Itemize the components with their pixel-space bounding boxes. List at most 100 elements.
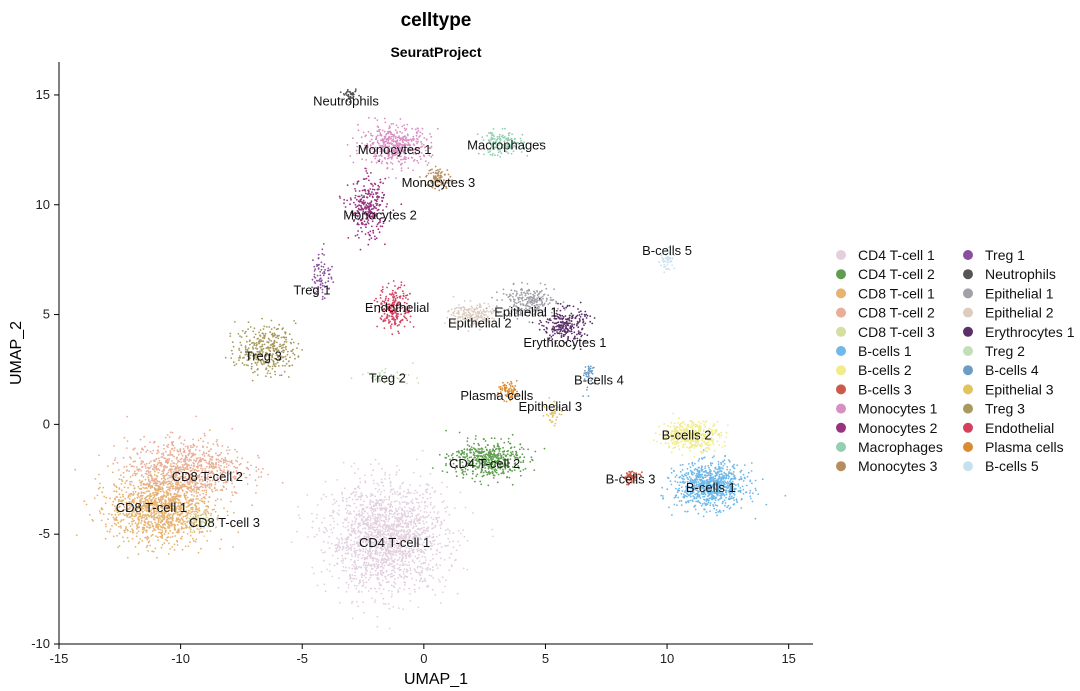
- data-point: [171, 443, 174, 446]
- data-point: [197, 491, 200, 494]
- data-point: [419, 510, 422, 512]
- data-point: [380, 519, 383, 522]
- data-point: [189, 459, 192, 462]
- data-point: [236, 450, 238, 453]
- data-point: [470, 456, 472, 458]
- data-point: [411, 551, 414, 554]
- data-point: [717, 499, 720, 501]
- data-point: [683, 478, 685, 480]
- data-point: [361, 494, 364, 496]
- data-point: [462, 456, 464, 458]
- data-point: [359, 514, 361, 516]
- data-point: [216, 439, 219, 441]
- data-point: [122, 540, 125, 543]
- data-point: [448, 569, 451, 572]
- data-point: [484, 455, 487, 458]
- data-point: [387, 527, 390, 530]
- data-point: [215, 452, 217, 455]
- data-point: [418, 484, 421, 487]
- data-point: [364, 520, 366, 522]
- data-point: [164, 523, 167, 526]
- data-point: [417, 571, 420, 574]
- data-point: [326, 530, 328, 532]
- data-point: [499, 457, 502, 460]
- data-point: [110, 513, 113, 516]
- data-point: [183, 451, 186, 453]
- data-point: [384, 478, 386, 480]
- data-point: [108, 530, 111, 533]
- data-point: [429, 501, 432, 504]
- data-point: [395, 554, 398, 557]
- data-point: [351, 498, 354, 501]
- data-point: [416, 545, 419, 548]
- data-point: [150, 465, 153, 467]
- data-point: [140, 463, 142, 465]
- data-point: [126, 415, 129, 418]
- data-point: [347, 548, 350, 551]
- data-point: [456, 466, 459, 469]
- data-point: [359, 524, 362, 527]
- data-point: [457, 529, 460, 532]
- data-point: [385, 542, 388, 544]
- data-point: [419, 578, 422, 581]
- data-point: [381, 526, 384, 528]
- data-point: [456, 454, 458, 457]
- data-point: [395, 542, 398, 545]
- data-point: [457, 540, 460, 543]
- data-point: [196, 528, 199, 530]
- data-point: [400, 530, 403, 533]
- data-point: [178, 495, 180, 498]
- data-point: [369, 507, 371, 510]
- data-point: [409, 593, 411, 595]
- data-point: [204, 497, 207, 500]
- data-point: [419, 494, 421, 497]
- data-point: [388, 530, 390, 533]
- data-point: [409, 552, 411, 555]
- data-point: [439, 524, 442, 527]
- data-point: [405, 501, 408, 504]
- data-point: [369, 571, 372, 573]
- data-point: [348, 504, 350, 507]
- data-point: [148, 462, 151, 465]
- data-point: [200, 485, 203, 488]
- data-point: [406, 544, 409, 547]
- data-point: [418, 519, 420, 522]
- data-point: [159, 525, 162, 527]
- data-point: [122, 518, 125, 521]
- data-point: [348, 567, 350, 569]
- data-point: [113, 518, 116, 520]
- data-point: [179, 494, 182, 497]
- data-point: [509, 458, 512, 461]
- data-point: [318, 529, 321, 532]
- data-point: [126, 440, 129, 442]
- data-point: [187, 454, 190, 457]
- data-point: [361, 574, 364, 577]
- data-point: [193, 463, 196, 465]
- data-point: [415, 515, 418, 518]
- data-point: [164, 474, 167, 477]
- data-point: [391, 543, 394, 546]
- data-point: [142, 448, 145, 451]
- data-point: [172, 517, 174, 520]
- data-point: [137, 553, 140, 556]
- data-point: [134, 546, 137, 548]
- data-point: [522, 469, 525, 471]
- data-point: [417, 513, 419, 516]
- data-point: [203, 510, 206, 513]
- data-point: [394, 582, 397, 585]
- data-point: [384, 603, 387, 606]
- data-point: [144, 518, 147, 520]
- data-point: [497, 462, 499, 465]
- data-point: [171, 502, 174, 505]
- data-point: [222, 462, 225, 464]
- data-point: [146, 535, 149, 538]
- data-point: [187, 446, 189, 449]
- data-point: [385, 581, 388, 584]
- data-point: [245, 476, 248, 479]
- data-point: [463, 448, 466, 451]
- data-point: [107, 518, 109, 520]
- data-point: [157, 471, 160, 474]
- data-point: [458, 544, 461, 547]
- data-point: [523, 456, 526, 459]
- data-point: [489, 461, 491, 464]
